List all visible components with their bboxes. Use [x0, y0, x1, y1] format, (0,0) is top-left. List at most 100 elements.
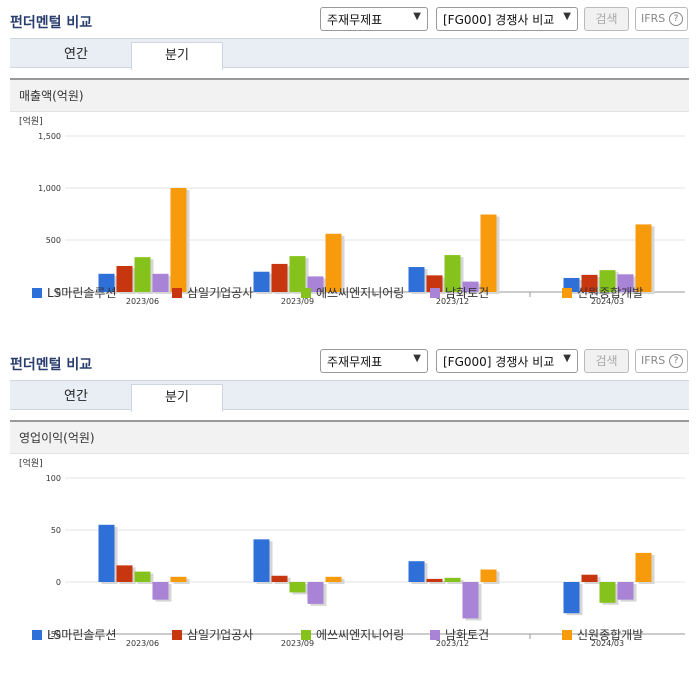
bar[interactable]: [170, 188, 187, 292]
chevron-down-icon: ▼: [563, 353, 571, 364]
bar[interactable]: [617, 582, 634, 600]
chevron-down-icon: ▼: [563, 11, 571, 22]
bar[interactable]: [408, 561, 425, 582]
operating-profit-bar-chart: [억원] -50 0 50 100 2023/06 2023/09 2023/12 2024/0…: [19, 457, 685, 648]
question-icon: ?: [669, 354, 683, 368]
bar[interactable]: [170, 576, 187, 582]
legend-item[interactable]: LS마린솔루션: [32, 284, 117, 301]
bar[interactable]: [253, 271, 270, 292]
comparison-group-value: [FG000] 경쟁사 비교: [443, 355, 555, 369]
legend-swatch: [562, 288, 572, 298]
legend-label: 남화토건: [445, 628, 490, 642]
tab-quarterly[interactable]: 분기: [131, 384, 223, 412]
legend-item[interactable]: 남화토건: [430, 626, 489, 643]
legend-label: LS마린솔루션: [47, 628, 117, 642]
bar[interactable]: [325, 233, 342, 292]
tab-annual[interactable]: 연간: [64, 389, 88, 404]
section-title: 펀더멘털 비교: [10, 357, 93, 373]
bar[interactable]: [98, 273, 115, 292]
legend-item[interactable]: 남화토건: [430, 284, 489, 301]
chevron-down-icon: ▼: [413, 353, 421, 364]
legend-label: 삼일기업공사: [187, 628, 254, 642]
bar[interactable]: [289, 582, 306, 593]
comparison-group-value: [FG000] 경쟁사 비교: [443, 13, 555, 27]
y-tick-label: 0: [56, 288, 61, 297]
legend-item[interactable]: 삼일기업공사: [172, 284, 253, 301]
bar[interactable]: [599, 582, 616, 603]
legend-swatch: [172, 630, 182, 640]
y-tick-label: 1,500: [38, 132, 61, 141]
section-header: 펀더멘털 비교 주재무제표 ▼ [FG000] 경쟁사 비교 ▼ 검색 IFRS…: [0, 342, 696, 380]
legend-item[interactable]: 에쓰씨엔지니어링: [301, 284, 404, 301]
bar[interactable]: [98, 524, 115, 582]
ifrs-help-button[interactable]: IFRS ?: [635, 349, 688, 373]
tab-annual[interactable]: 연간: [64, 47, 88, 62]
bar[interactable]: [253, 539, 270, 582]
y-unit-label: [억원]: [19, 115, 43, 127]
legend-item[interactable]: 신원종합개발: [562, 284, 643, 301]
fundamental-section-1: 펀더멘털 비교 주재무제표 ▼ [FG000] 경쟁사 비교 ▼ 검색 IFRS…: [0, 0, 696, 312]
legend-item[interactable]: LS마린솔루션: [32, 626, 117, 643]
ifrs-help-button[interactable]: IFRS ?: [635, 7, 688, 31]
bar[interactable]: [134, 571, 151, 582]
legend-item[interactable]: 삼일기업공사: [172, 626, 253, 643]
legend-swatch: [430, 288, 440, 298]
legend-item[interactable]: 에쓰씨엔지니어링: [301, 626, 404, 643]
statement-type-value: 주재무제표: [327, 355, 383, 369]
chart-card-title: 영업이익(억원): [10, 422, 689, 454]
legend-label: 에쓰씨엔지니어링: [316, 286, 405, 300]
x-tick-label: 2023/12: [436, 297, 469, 306]
bar[interactable]: [480, 569, 497, 582]
comparison-group-select[interactable]: [FG000] 경쟁사 비교 ▼: [436, 349, 578, 373]
x-tick-label: 2023/12: [436, 639, 469, 648]
bar[interactable]: [563, 582, 580, 614]
search-button[interactable]: 검색: [584, 349, 629, 373]
bar[interactable]: [152, 273, 169, 292]
bar[interactable]: [599, 270, 616, 292]
statement-type-select[interactable]: 주재무제표 ▼: [320, 7, 428, 31]
comparison-group-select[interactable]: [FG000] 경쟁사 비교 ▼: [436, 7, 578, 31]
statement-type-select[interactable]: 주재무제표 ▼: [320, 349, 428, 373]
legend-item[interactable]: 신원종합개발: [562, 626, 643, 643]
bar[interactable]: [289, 256, 306, 292]
bar[interactable]: [480, 214, 497, 292]
bar[interactable]: [307, 276, 324, 292]
bar[interactable]: [462, 281, 479, 292]
bar[interactable]: [426, 578, 443, 582]
bar[interactable]: [271, 575, 288, 582]
bar[interactable]: [408, 267, 425, 292]
bar[interactable]: [116, 266, 133, 292]
bar[interactable]: [462, 582, 479, 619]
bar[interactable]: [581, 274, 598, 292]
x-tick-label: 2024/03: [591, 297, 624, 306]
legend-swatch: [32, 288, 42, 298]
section-title: 펀더멘털 비교: [10, 15, 93, 31]
search-button[interactable]: 검색: [584, 7, 629, 31]
bar[interactable]: [581, 574, 598, 582]
bar[interactable]: [152, 582, 169, 600]
bar[interactable]: [134, 257, 151, 292]
chart-card: 영업이익(억원) [억원] -50 0 50 100 2023/06 2023/09 2023…: [10, 420, 689, 654]
legend-label: 남화토건: [445, 286, 490, 300]
bar[interactable]: [426, 275, 443, 292]
tab-quarterly[interactable]: 분기: [131, 42, 223, 70]
y-tick-label: 500: [46, 236, 61, 245]
bar[interactable]: [617, 274, 634, 292]
statement-type-value: 주재무제표: [327, 13, 383, 27]
x-tick-label: 2024/03: [591, 639, 624, 648]
bar[interactable]: [307, 582, 324, 604]
y-tick-label: 50: [51, 526, 61, 535]
question-icon: ?: [669, 12, 683, 26]
bar[interactable]: [444, 255, 461, 292]
period-tabs: 연간 분기: [10, 38, 689, 70]
x-tick-label: 2023/06: [126, 639, 159, 648]
legend-label: LS마린솔루션: [47, 286, 117, 300]
bar[interactable]: [271, 263, 288, 292]
bar[interactable]: [635, 552, 652, 582]
y-tick-label: -50: [48, 630, 61, 639]
ifrs-label: IFRS: [641, 12, 666, 25]
bar[interactable]: [444, 577, 461, 582]
bar[interactable]: [325, 576, 342, 582]
bar[interactable]: [635, 224, 652, 292]
bar[interactable]: [116, 565, 133, 582]
